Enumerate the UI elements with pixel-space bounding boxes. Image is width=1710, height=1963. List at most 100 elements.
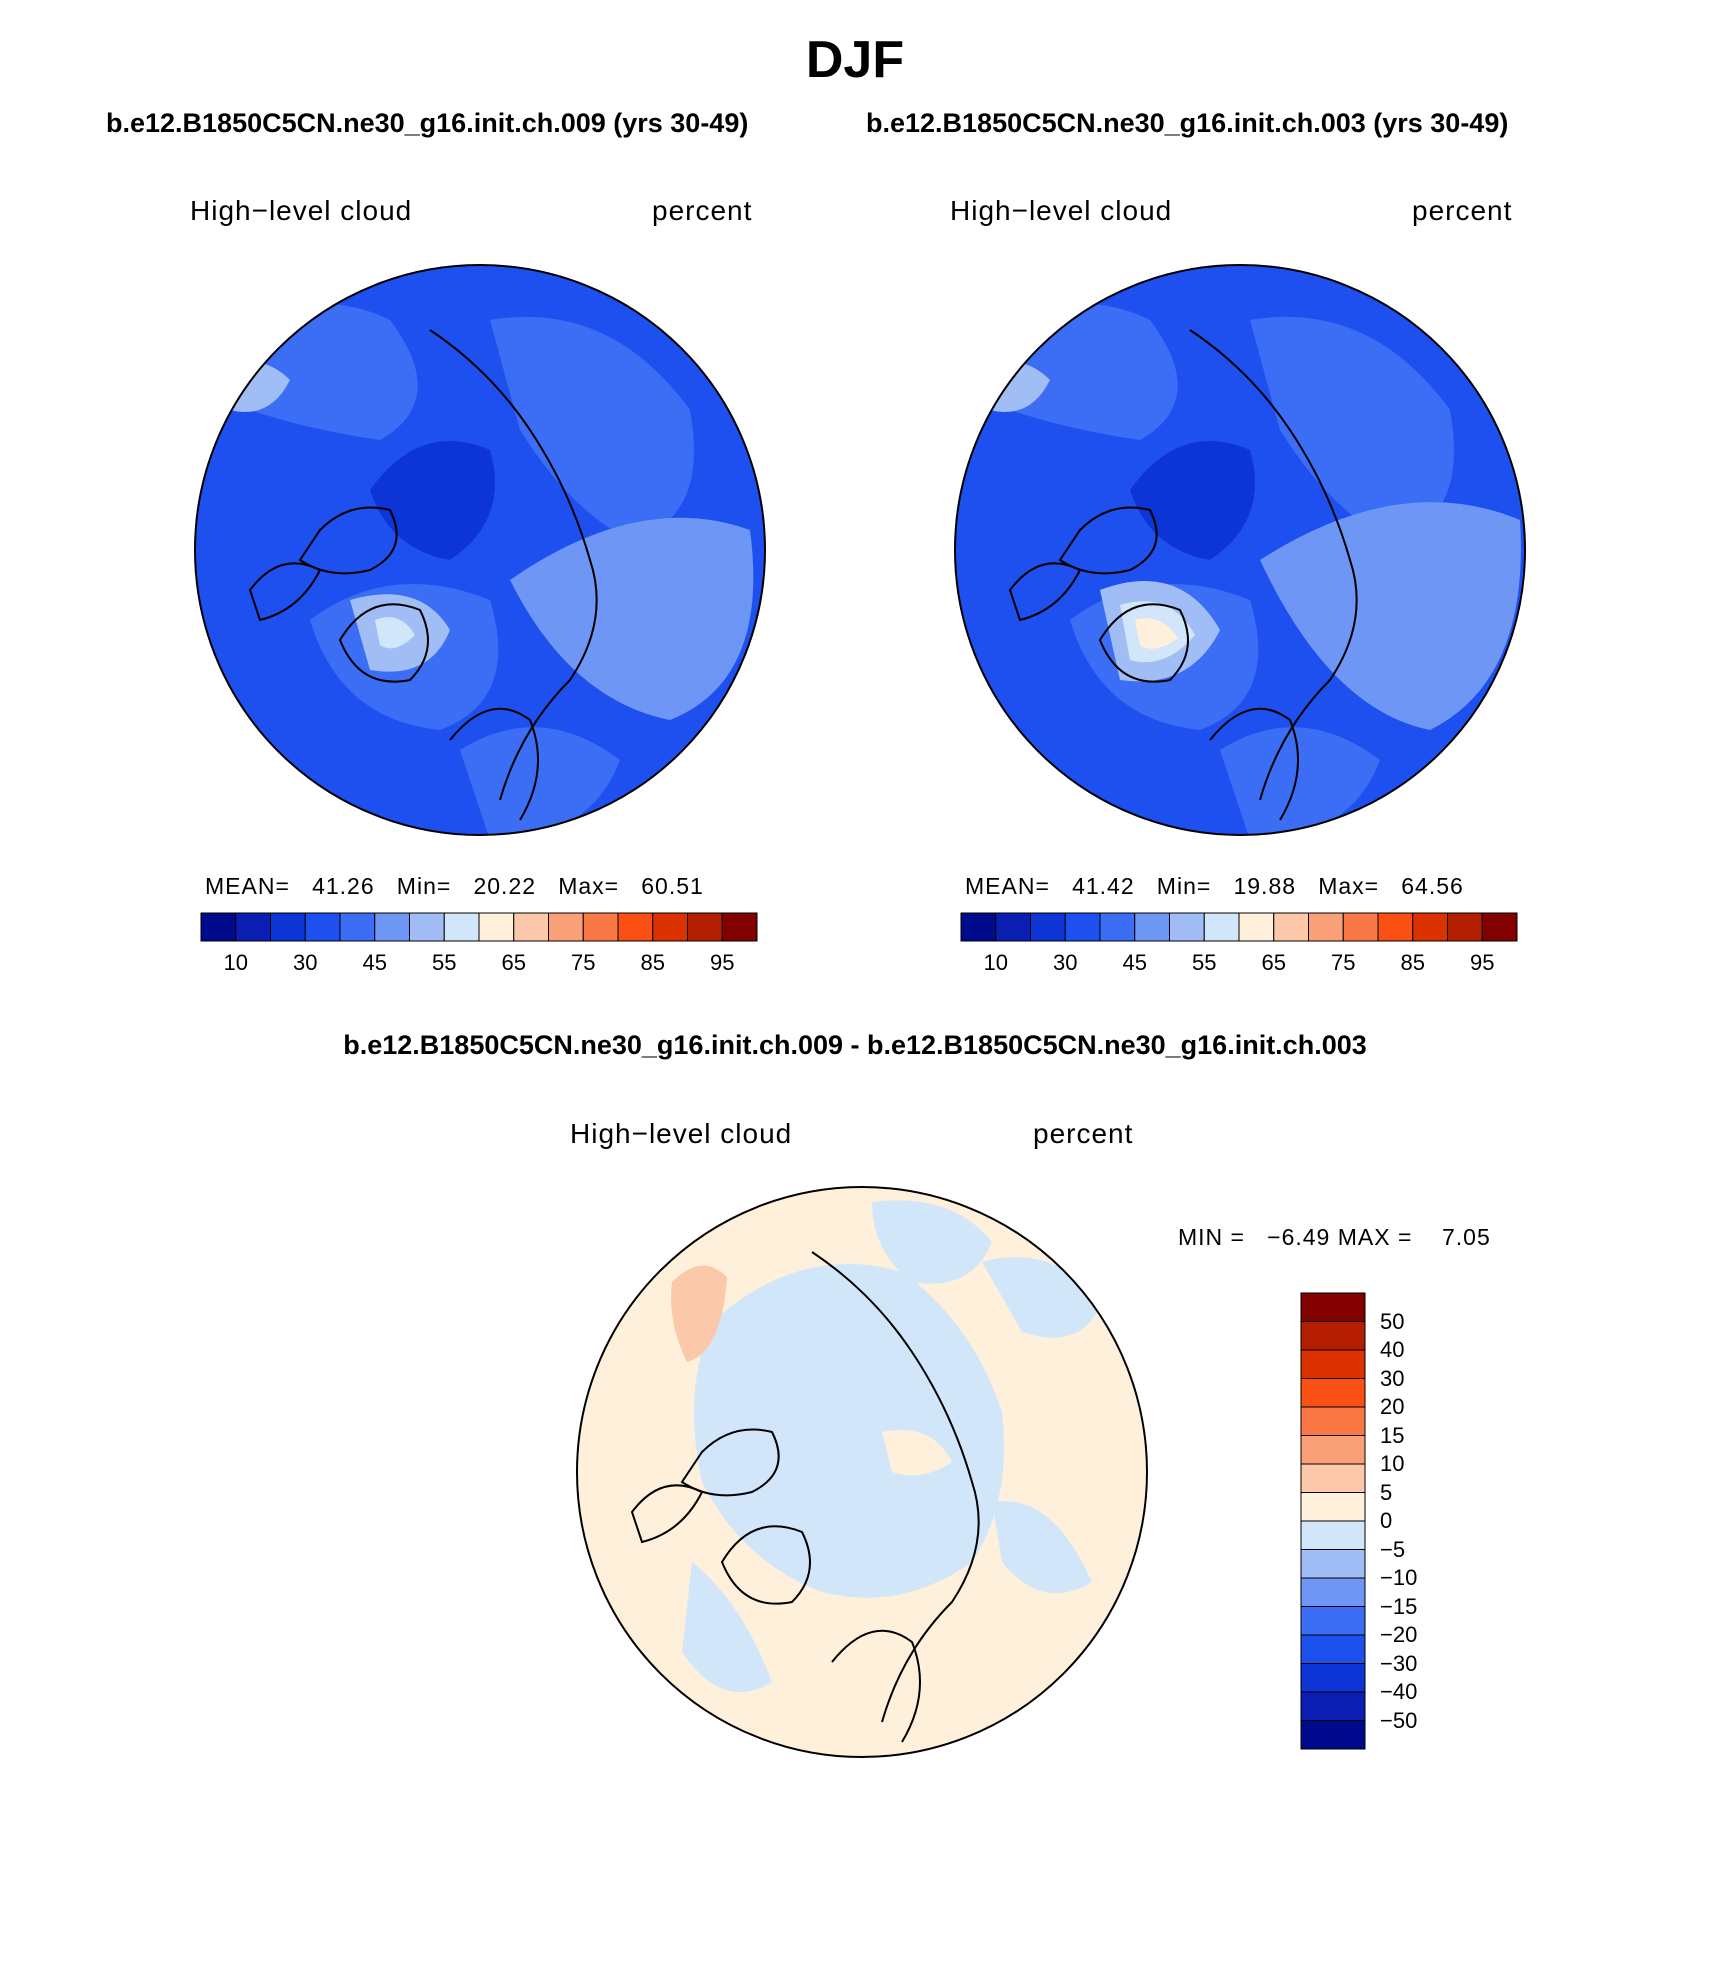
colorbar-case2-tick-label: 10 xyxy=(983,950,1008,975)
panel1-max-value: 60.51 xyxy=(641,873,704,899)
panel1-min-label: Min= xyxy=(396,873,452,899)
case-title-left: b.e12.B1850C5CN.ne30_g16.init.ch.009 (yr… xyxy=(106,108,749,138)
diff-negative-region xyxy=(992,1501,1092,1594)
map2-region xyxy=(1260,502,1521,730)
colorbar-difference-swatch xyxy=(1300,1577,1366,1607)
colorbar-case2-tick-label: 95 xyxy=(1470,950,1495,975)
map2-region xyxy=(1220,727,1380,835)
colorbar-case1-tick-label: 75 xyxy=(571,950,596,975)
colorbar-case2-tick-label: 85 xyxy=(1400,950,1425,975)
colorbar-difference-swatch xyxy=(1300,1321,1366,1351)
colorbar-difference-swatch xyxy=(1300,1634,1366,1664)
panel1-mean-value: 41.26 xyxy=(312,873,375,899)
colorbar-difference-swatch xyxy=(1300,1606,1366,1636)
colorbar-difference-tick-label: −5 xyxy=(1380,1536,1406,1562)
map2-coastlines xyxy=(1008,329,1358,821)
panel2-variable-label: High−level cloud xyxy=(950,195,1173,226)
diff-positive-region xyxy=(671,1265,727,1362)
colorbar-difference-tick-label: −30 xyxy=(1380,1650,1418,1676)
colorbar-case1-swatch xyxy=(443,912,480,942)
colorbar-case1-swatch xyxy=(409,912,445,942)
colorbar-case1 xyxy=(200,912,758,942)
panel2-max-label: Max= xyxy=(1318,873,1380,899)
colorbar-case1-swatch xyxy=(687,912,723,942)
colorbar-case1-swatch xyxy=(235,912,271,942)
colorbar-difference-ticks: 50 40 30 20 15 10 5 0 −5 −10 −15 −20 −30 −40 −50 xyxy=(1380,1292,1460,1752)
colorbar-case2-swatch xyxy=(1030,912,1066,942)
diff-positive-region xyxy=(882,1430,952,1476)
colorbar-difference-tick-label: 0 xyxy=(1380,1508,1393,1533)
colorbar-difference xyxy=(1300,1292,1366,1750)
colorbar-case2-tick-label: 65 xyxy=(1261,950,1286,975)
colorbar-case1-swatch xyxy=(513,912,549,942)
colorbar-difference-tick-label: 20 xyxy=(1380,1394,1405,1419)
colorbar-difference-tick-label: 30 xyxy=(1380,1365,1405,1391)
colorbar-difference-swatch xyxy=(1300,1463,1366,1493)
polar-map-case1 xyxy=(194,264,766,836)
colorbar-case2-swatch xyxy=(960,912,997,942)
diff-min-label: MIN = xyxy=(1178,1224,1245,1250)
colorbar-case2-swatch xyxy=(1064,912,1101,942)
colorbar-difference-swatch xyxy=(1300,1435,1366,1465)
panel1-mean-label: MEAN= xyxy=(205,873,290,899)
colorbar-difference-swatch xyxy=(1300,1378,1366,1408)
colorbar-case2-swatch xyxy=(1134,912,1170,942)
panel1-stats: MEAN= 41.26 Min= 20.22 Max= 60.51 xyxy=(205,873,704,900)
panel2-max-value: 64.56 xyxy=(1401,873,1464,899)
diff-coastlines xyxy=(630,1251,980,1743)
colorbar-case1-swatch xyxy=(270,912,306,942)
colorbar-case2-swatch xyxy=(995,912,1031,942)
colorbar-case1-tick-label: 85 xyxy=(640,950,665,975)
panel2-min-label: Min= xyxy=(1156,873,1212,899)
colorbar-case1-ticks: 10 30 45 55 65 75 85 95 xyxy=(200,950,760,980)
diff-units-label: percent xyxy=(1033,1118,1134,1149)
panel2-mean-value: 41.42 xyxy=(1072,873,1135,899)
panel2-mean-label: MEAN= xyxy=(965,873,1050,899)
colorbar-case1-tick-label: 30 xyxy=(293,950,318,975)
panel2-units-label: percent xyxy=(1412,195,1513,226)
colorbar-case1-swatch xyxy=(652,912,688,942)
colorbar-difference-tick-label: −15 xyxy=(1380,1593,1418,1619)
panel2-stats: MEAN= 41.42 Min= 19.88 Max= 64.56 xyxy=(965,873,1464,900)
colorbar-difference-tick-label: 50 xyxy=(1380,1308,1405,1334)
map2-region xyxy=(1250,316,1454,540)
colorbar-difference-swatch xyxy=(1300,1492,1366,1522)
colorbar-difference-swatch xyxy=(1300,1520,1366,1550)
colorbar-difference-tick-label: −50 xyxy=(1380,1707,1418,1733)
colorbar-difference-tick-label: 15 xyxy=(1380,1422,1405,1448)
colorbar-case1-swatch xyxy=(617,912,654,942)
map1-region xyxy=(490,316,694,540)
panel1-max-label: Max= xyxy=(558,873,620,899)
colorbar-case1-swatch xyxy=(374,912,410,942)
colorbar-case1-tick-label: 10 xyxy=(223,950,248,975)
colorbar-difference-tick-label: 10 xyxy=(1380,1451,1405,1476)
colorbar-case2 xyxy=(960,912,1518,942)
colorbar-case2-swatch xyxy=(1238,912,1275,942)
colorbar-case2-tick-label: 75 xyxy=(1331,950,1356,975)
colorbar-difference-swatch xyxy=(1300,1691,1366,1721)
panel1-units-label: percent xyxy=(652,195,753,226)
diff-max-value: 7.05 xyxy=(1441,1224,1491,1250)
colorbar-difference-swatch xyxy=(1300,1406,1366,1436)
colorbar-case1-swatch xyxy=(200,912,237,942)
colorbar-case1-tick-label: 95 xyxy=(710,950,735,975)
diff-variable-label: High−level cloud xyxy=(570,1118,793,1149)
colorbar-case2-tick-label: 55 xyxy=(1192,950,1217,975)
colorbar-case2-tick-label: 30 xyxy=(1053,950,1078,975)
map1-region xyxy=(370,441,495,560)
colorbar-difference-tick-label: 5 xyxy=(1380,1479,1393,1505)
colorbar-case2-swatch xyxy=(1169,912,1205,942)
map1-coastlines xyxy=(248,329,598,821)
colorbar-case1-swatch xyxy=(582,912,619,942)
colorbar-difference-swatch xyxy=(1300,1720,1366,1750)
colorbar-case2-swatch xyxy=(1412,912,1448,942)
colorbar-case2-swatch xyxy=(1099,912,1136,942)
polar-map-case2 xyxy=(954,264,1526,836)
colorbar-case1-swatch xyxy=(339,912,376,942)
map1-region xyxy=(510,517,754,720)
colorbar-case2-swatch xyxy=(1203,912,1240,942)
colorbar-case1-swatch xyxy=(478,912,515,942)
colorbar-case1-swatch xyxy=(304,912,341,942)
colorbar-case2-swatch xyxy=(1273,912,1309,942)
colorbar-case1-tick-label: 45 xyxy=(362,950,387,975)
